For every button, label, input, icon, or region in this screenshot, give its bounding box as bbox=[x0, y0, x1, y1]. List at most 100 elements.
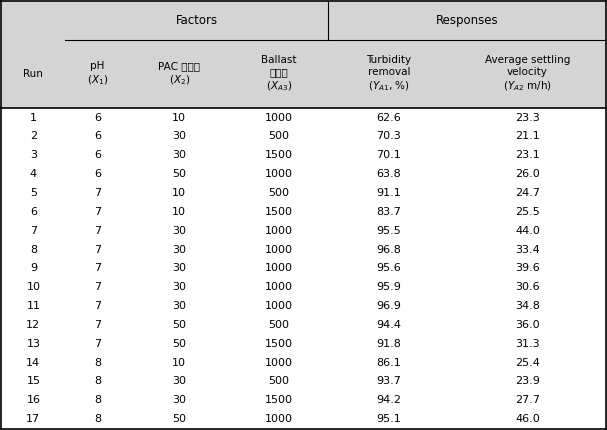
Text: pH
($X_1$): pH ($X_1$) bbox=[87, 61, 108, 87]
Text: 1000: 1000 bbox=[265, 245, 293, 255]
Text: 7: 7 bbox=[94, 264, 101, 273]
Text: 15: 15 bbox=[26, 377, 41, 387]
Text: 7: 7 bbox=[30, 226, 37, 236]
Text: 14: 14 bbox=[26, 358, 41, 368]
Text: 94.4: 94.4 bbox=[376, 320, 401, 330]
Bar bbox=[1, 108, 606, 127]
Text: 30: 30 bbox=[172, 226, 186, 236]
Bar bbox=[1, 297, 606, 316]
Text: 95.6: 95.6 bbox=[376, 264, 401, 273]
Text: 31.3: 31.3 bbox=[515, 339, 540, 349]
Text: 30: 30 bbox=[172, 245, 186, 255]
Text: 95.9: 95.9 bbox=[376, 282, 401, 292]
Text: 7: 7 bbox=[94, 282, 101, 292]
Bar bbox=[1, 127, 606, 146]
Text: 4: 4 bbox=[30, 169, 37, 179]
Text: 23.9: 23.9 bbox=[515, 377, 540, 387]
Text: 30: 30 bbox=[172, 264, 186, 273]
Bar bbox=[1, 221, 606, 240]
Text: 96.8: 96.8 bbox=[376, 245, 401, 255]
Text: 34.8: 34.8 bbox=[515, 301, 540, 311]
Text: 26.0: 26.0 bbox=[515, 169, 540, 179]
Text: 6: 6 bbox=[30, 207, 37, 217]
Text: 36.0: 36.0 bbox=[515, 320, 540, 330]
Text: 500: 500 bbox=[268, 320, 289, 330]
Text: 6: 6 bbox=[94, 113, 101, 123]
Text: 39.6: 39.6 bbox=[515, 264, 540, 273]
Text: 62.6: 62.6 bbox=[376, 113, 401, 123]
Text: 1500: 1500 bbox=[265, 339, 293, 349]
Text: 6: 6 bbox=[94, 150, 101, 160]
Bar bbox=[1, 259, 606, 278]
Text: 1000: 1000 bbox=[265, 282, 293, 292]
Text: 9: 9 bbox=[30, 264, 37, 273]
Text: Turbidity
removal
($Y_{A1}$, %): Turbidity removal ($Y_{A1}$, %) bbox=[366, 55, 412, 92]
Text: 33.4: 33.4 bbox=[515, 245, 540, 255]
Text: 10: 10 bbox=[172, 188, 186, 198]
Text: 8: 8 bbox=[94, 395, 101, 405]
Text: 50: 50 bbox=[172, 339, 186, 349]
Text: 5: 5 bbox=[30, 188, 37, 198]
Text: 91.8: 91.8 bbox=[376, 339, 401, 349]
Text: 8: 8 bbox=[94, 358, 101, 368]
Text: 27.7: 27.7 bbox=[515, 395, 540, 405]
Text: 7: 7 bbox=[94, 245, 101, 255]
Bar bbox=[1, 278, 606, 297]
Text: 46.0: 46.0 bbox=[515, 414, 540, 424]
Text: 7: 7 bbox=[94, 207, 101, 217]
Text: 95.1: 95.1 bbox=[376, 414, 401, 424]
Text: 50: 50 bbox=[172, 414, 186, 424]
Bar bbox=[1, 240, 606, 259]
Text: 91.1: 91.1 bbox=[376, 188, 401, 198]
Bar bbox=[1, 165, 606, 184]
Text: 21.1: 21.1 bbox=[515, 132, 540, 141]
Text: 70.1: 70.1 bbox=[376, 150, 401, 160]
Text: 1500: 1500 bbox=[265, 207, 293, 217]
Text: 500: 500 bbox=[268, 188, 289, 198]
Text: PAC 사용량
($X_2$): PAC 사용량 ($X_2$) bbox=[158, 61, 200, 87]
Text: 1000: 1000 bbox=[265, 414, 293, 424]
Text: 30: 30 bbox=[172, 395, 186, 405]
Text: 7: 7 bbox=[94, 301, 101, 311]
Text: 30: 30 bbox=[172, 282, 186, 292]
Bar bbox=[1, 40, 606, 108]
Bar bbox=[1, 203, 606, 221]
Text: 3: 3 bbox=[30, 150, 37, 160]
Text: 63.8: 63.8 bbox=[376, 169, 401, 179]
Text: 30.6: 30.6 bbox=[515, 282, 540, 292]
Text: 6: 6 bbox=[94, 132, 101, 141]
Text: 30: 30 bbox=[172, 132, 186, 141]
Text: 96.9: 96.9 bbox=[376, 301, 401, 311]
Bar bbox=[1, 316, 606, 335]
Text: 500: 500 bbox=[268, 132, 289, 141]
Text: 16: 16 bbox=[26, 395, 41, 405]
Text: 7: 7 bbox=[94, 339, 101, 349]
Text: Run: Run bbox=[24, 69, 43, 79]
Text: 23.1: 23.1 bbox=[515, 150, 540, 160]
Text: 7: 7 bbox=[94, 226, 101, 236]
Text: 1000: 1000 bbox=[265, 264, 293, 273]
Text: 86.1: 86.1 bbox=[376, 358, 401, 368]
Text: 93.7: 93.7 bbox=[376, 377, 401, 387]
Bar bbox=[1, 353, 606, 372]
Text: Factors: Factors bbox=[176, 14, 218, 27]
Text: 12: 12 bbox=[26, 320, 41, 330]
Text: Ballast
사용량
($X_{A3}$): Ballast 사용량 ($X_{A3}$) bbox=[261, 55, 296, 92]
Bar bbox=[1, 335, 606, 353]
Text: 10: 10 bbox=[26, 282, 41, 292]
Text: Responses: Responses bbox=[436, 14, 498, 27]
Text: 1000: 1000 bbox=[265, 358, 293, 368]
Text: 1000: 1000 bbox=[265, 226, 293, 236]
Text: 7: 7 bbox=[94, 188, 101, 198]
Text: 50: 50 bbox=[172, 320, 186, 330]
Text: 83.7: 83.7 bbox=[376, 207, 401, 217]
Text: 1: 1 bbox=[30, 113, 37, 123]
Text: 25.4: 25.4 bbox=[515, 358, 540, 368]
Text: 10: 10 bbox=[172, 358, 186, 368]
Text: 95.5: 95.5 bbox=[376, 226, 401, 236]
Bar bbox=[1, 146, 606, 165]
Bar bbox=[1, 410, 606, 429]
Text: 1500: 1500 bbox=[265, 150, 293, 160]
Text: 1000: 1000 bbox=[265, 169, 293, 179]
Text: 8: 8 bbox=[94, 377, 101, 387]
